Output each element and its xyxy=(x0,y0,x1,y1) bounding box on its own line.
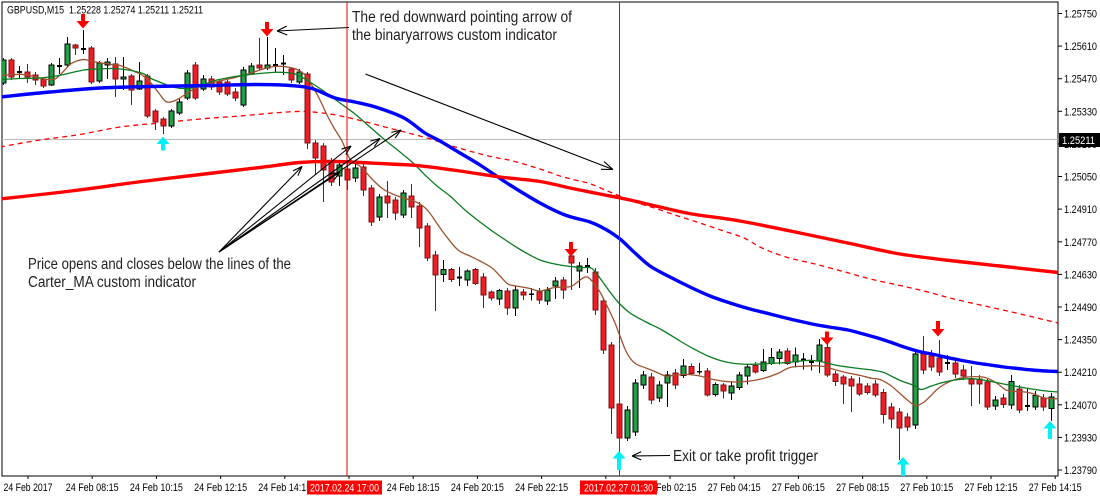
svg-text:1.25330: 1.25330 xyxy=(1064,106,1097,118)
svg-text:24 Feb 08:15: 24 Feb 08:15 xyxy=(66,482,119,494)
svg-text:24 Feb 12:15: 24 Feb 12:15 xyxy=(194,482,247,494)
svg-text:1.25211: 1.25211 xyxy=(1062,135,1095,147)
svg-text:1.24350: 1.24350 xyxy=(1064,335,1097,347)
svg-text:Carter_MA custom indicator: Carter_MA custom indicator xyxy=(28,274,196,291)
svg-text:1.24630: 1.24630 xyxy=(1064,269,1097,281)
svg-text:1.24490: 1.24490 xyxy=(1064,302,1097,314)
svg-text:1.24770: 1.24770 xyxy=(1064,237,1097,249)
svg-text:24 Feb 20:15: 24 Feb 20:15 xyxy=(451,482,504,494)
svg-text:2017.02.27 01:30: 2017.02.27 01:30 xyxy=(584,483,653,495)
svg-text:27 Feb 04:15: 27 Feb 04:15 xyxy=(708,482,761,494)
svg-text:27 Feb 14:15: 27 Feb 14:15 xyxy=(1029,482,1082,494)
svg-text:24 Feb 18:15: 24 Feb 18:15 xyxy=(387,482,440,494)
svg-text:1.25470: 1.25470 xyxy=(1064,74,1097,86)
svg-text:1.25050: 1.25050 xyxy=(1064,172,1097,184)
svg-text:24 Feb 10:15: 24 Feb 10:15 xyxy=(130,482,183,494)
svg-text:GBPUSD,M15 1.25228 1.25274 1.: GBPUSD,M15 1.25228 1.25274 1.25211 1.252… xyxy=(7,5,203,17)
svg-text:27 Feb 08:15: 27 Feb 08:15 xyxy=(836,482,889,494)
svg-text:1.25750: 1.25750 xyxy=(1064,9,1097,21)
svg-text:24 Feb 2017: 24 Feb 2017 xyxy=(4,482,53,494)
svg-text:24 Feb 22:15: 24 Feb 22:15 xyxy=(515,482,568,494)
svg-text:24 Feb 14:15: 24 Feb 14:15 xyxy=(258,482,311,494)
svg-text:1.23930: 1.23930 xyxy=(1064,432,1097,444)
svg-text:2017.02.24 17:00: 2017.02.24 17:00 xyxy=(310,483,379,495)
svg-text:1.24070: 1.24070 xyxy=(1064,400,1097,412)
svg-text:Price opens and closes below t: Price opens and closes below the lines o… xyxy=(28,256,291,273)
svg-text:27 Feb 10:15: 27 Feb 10:15 xyxy=(900,482,953,494)
svg-text:27 Feb 12:15: 27 Feb 12:15 xyxy=(965,482,1018,494)
svg-text:the binaryarrows custom indica: the binaryarrows custom indicator xyxy=(352,27,557,44)
svg-text:27 Feb 06:15: 27 Feb 06:15 xyxy=(772,482,825,494)
svg-text:1.23790: 1.23790 xyxy=(1064,465,1097,477)
svg-text:Exit or take profit trigger: Exit or take profit trigger xyxy=(673,448,818,465)
svg-text:The red downward pointing arro: The red downward pointing arrow of xyxy=(352,9,573,26)
svg-text:1.24210: 1.24210 xyxy=(1064,367,1097,379)
svg-text:1.24910: 1.24910 xyxy=(1064,204,1097,216)
svg-text:1.25610: 1.25610 xyxy=(1064,41,1097,53)
